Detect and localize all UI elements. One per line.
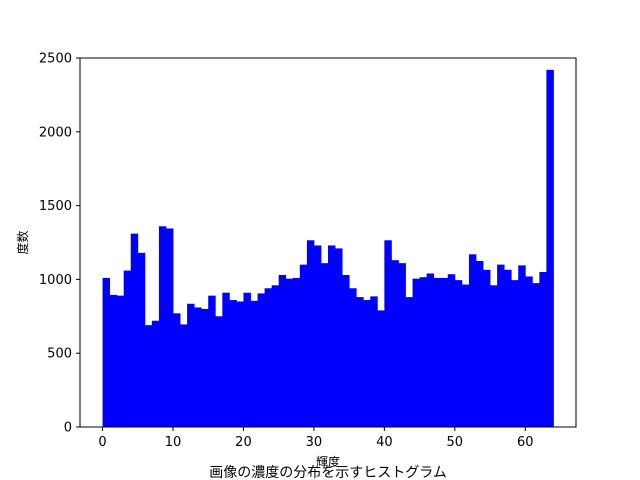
histogram-bar [250,300,258,427]
x-tick-label: 60 [517,435,534,450]
histogram-bar [328,245,336,427]
histogram-bar [109,294,118,427]
x-tick-label: 10 [165,435,182,450]
histogram-bar [504,269,512,427]
histogram-bar [151,320,160,427]
x-tick-label: 0 [98,435,106,450]
histogram-bar [483,269,491,427]
histogram-bar [412,278,420,427]
chart-caption: 画像の濃度の分布を示すヒストグラム [209,465,447,480]
histogram-bar [391,260,399,427]
histogram-bar [377,310,385,427]
histogram-bar [130,233,139,427]
histogram-bar [165,228,174,427]
x-tick-label: 40 [376,435,393,450]
histogram-bar [356,297,364,427]
x-tick-label: 20 [235,435,252,450]
x-tick-label: 30 [306,435,323,450]
y-axis-label: 度数 [15,230,30,254]
plot-frame [79,57,577,428]
histogram-bar [539,272,547,427]
histogram-bar [158,226,167,427]
y-tick-label: 1500 [39,199,72,214]
histogram-bar [299,264,308,427]
histogram-bar [398,263,406,427]
histogram-bar [405,297,413,427]
histogram-bar [546,69,554,428]
histogram-bar [461,284,470,427]
histogram-bar [243,292,251,427]
histogram-bar [257,293,265,427]
histogram-bar [229,300,237,427]
histogram-bar [144,325,153,427]
y-tick-label: 1000 [39,273,72,288]
histogram-bar [511,280,519,427]
histogram-bar [426,273,435,427]
histogram-bar [278,274,287,427]
histogram-bar [285,278,294,427]
histogram-bar [384,240,392,427]
histogram-bar [236,301,244,427]
histogram-bar [215,316,223,427]
histogram-bar [342,274,350,427]
histogram-bar [201,308,209,427]
histogram-bar [532,283,540,427]
y-tick-label: 2000 [39,125,72,140]
histogram-bar [363,300,371,427]
y-tick-label: 500 [47,347,72,362]
y-tick-label: 0 [64,421,72,436]
histogram-bar [292,277,301,427]
histogram-bar [137,252,146,427]
histogram-bar [349,288,357,427]
histogram-bar [518,265,526,427]
histogram-bar [116,295,125,427]
histogram-bar [433,277,442,427]
histogram-bar [447,274,456,427]
y-tick-label: 2500 [39,52,72,67]
y-axis-ticks: 0 500 1000 1500 2000 2500 [39,52,80,436]
histogram-bar [264,288,273,427]
histogram-bar [271,285,280,427]
histogram-bar [208,295,216,427]
histogram-bar [497,264,505,427]
histogram-bar [173,313,181,427]
x-axis-label: 輝度 [316,454,340,469]
histogram-bar [194,307,202,427]
histogram-bar [468,254,477,427]
bars-group [102,69,554,428]
histogram-bar [187,303,195,427]
histogram-bar [306,240,315,427]
histogram-bar [320,263,329,427]
histogram-bar [180,324,188,427]
histogram-bar [123,270,132,427]
histogram-bar [419,277,428,427]
histogram-bar [525,276,533,427]
histogram-bar [335,248,343,427]
histogram-bar [440,277,449,427]
x-tick-label: 50 [447,435,464,450]
histogram-bar [490,285,498,427]
x-axis-ticks: 0 10 20 30 40 50 60 [98,427,534,450]
histogram-bar [475,260,484,427]
histogram-bar [370,296,378,427]
histogram-bar [313,245,322,427]
histogram-bar [454,280,463,427]
histogram-bar [222,292,230,427]
histogram-bar [102,277,110,427]
